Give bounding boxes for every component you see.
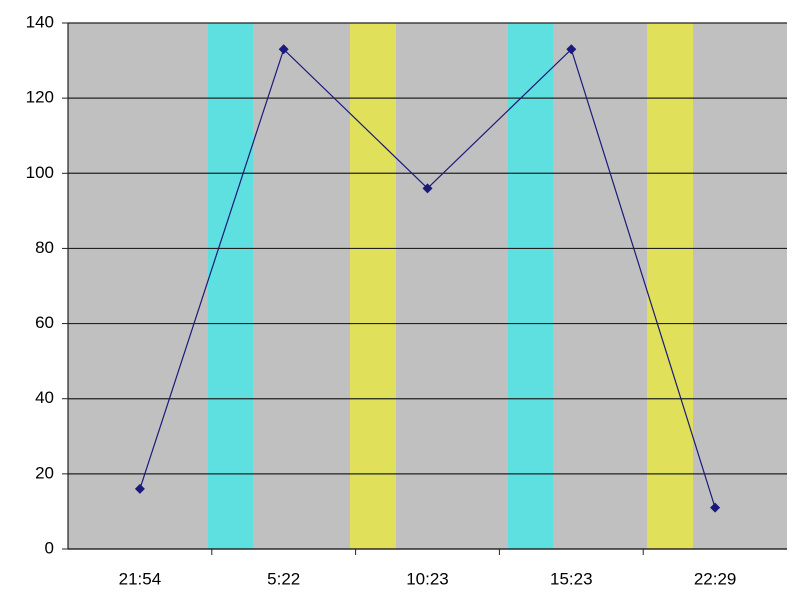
x-tick-label: 15:23 [550,569,593,588]
y-tick-label: 40 [35,388,54,407]
marker [278,44,289,55]
x-tick-label: 21:54 [119,569,162,588]
band [508,23,553,549]
y-tick-label: 60 [35,313,54,332]
marker [710,502,721,513]
x-tick-label: 10:23 [406,569,449,588]
x-tick-label: 22:29 [694,569,737,588]
y-tick-label: 120 [26,88,54,107]
band [647,23,693,549]
y-tick-label: 80 [35,238,54,257]
band [350,23,396,549]
marker [422,183,433,194]
marker [566,44,577,55]
y-tick-label: 20 [35,463,54,482]
y-tick-label: 0 [45,538,54,557]
x-tick-label: 5:22 [267,569,300,588]
y-tick-label: 100 [26,163,54,182]
y-tick-label: 140 [26,12,54,31]
band [208,23,253,549]
marker [134,483,145,494]
